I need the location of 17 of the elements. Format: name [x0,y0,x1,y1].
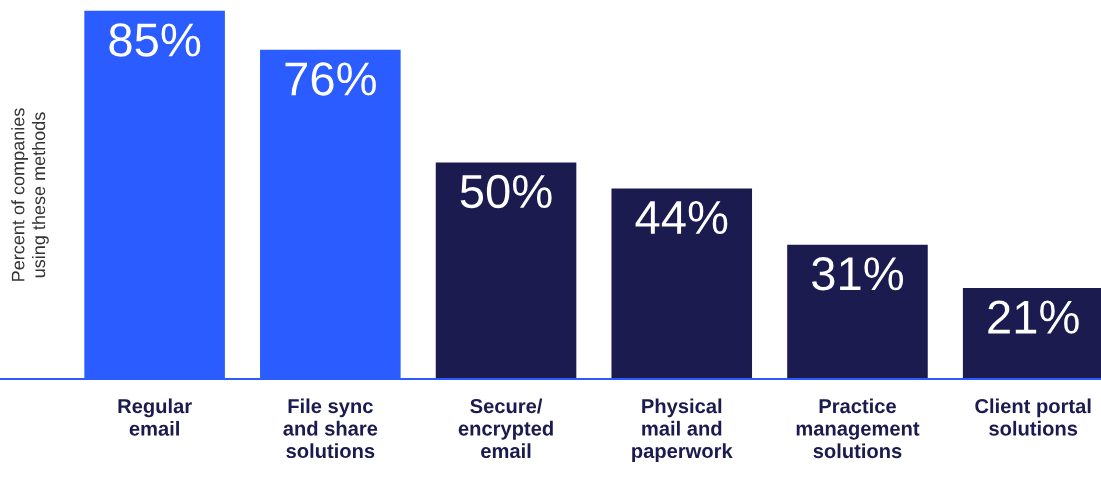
x-tick-label: Regular email [118,398,192,436]
x-tick-label: Physical mail and paperwork [632,398,733,463]
data-label: 50% [460,174,552,209]
data-label: 44% [635,201,728,235]
data-label: 21% [988,300,1079,334]
data-label: 31% [812,257,904,291]
bar [962,288,1101,379]
bar [435,162,577,379]
bar [787,244,928,379]
x-tick-label: Practice management solutions [796,398,920,459]
data-label: 76% [285,62,376,96]
x-tick-label: File sync and share solutions [283,398,378,459]
x-tick-label: Secure/ encrypted email [458,398,553,459]
data-label: 85% [109,23,201,57]
x-tick-label: Client portal solutions [975,398,1091,436]
y-axis-title: Percent of companies using these methods [11,108,49,281]
bar [611,188,753,379]
